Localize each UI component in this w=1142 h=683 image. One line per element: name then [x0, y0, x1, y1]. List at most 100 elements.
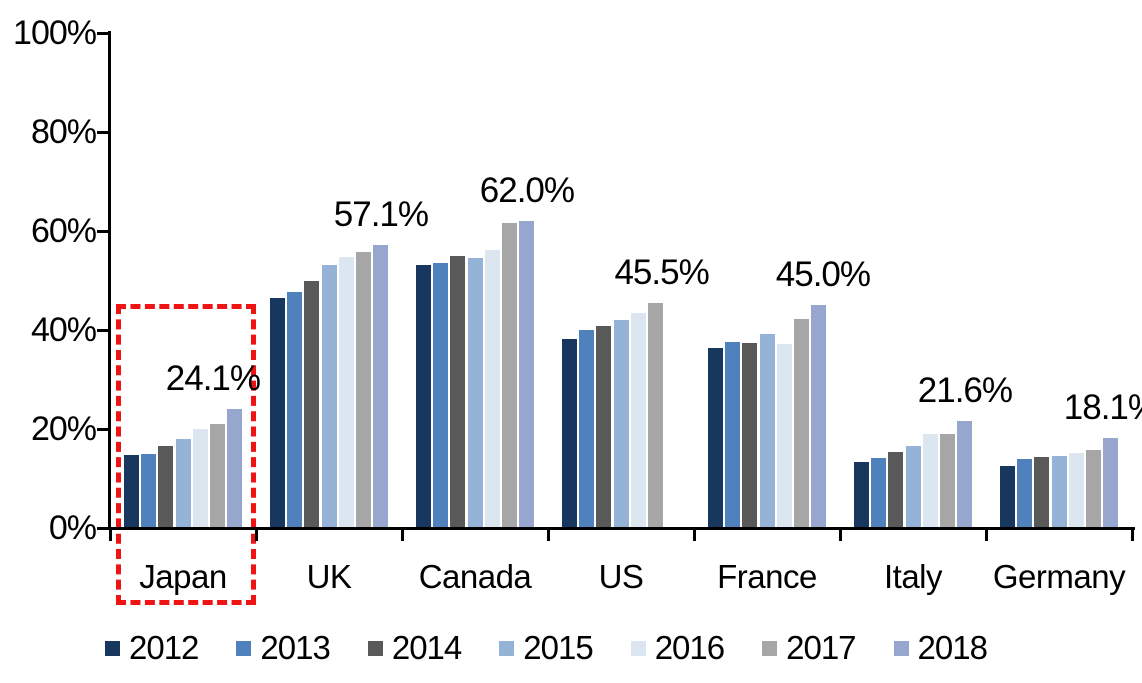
y-axis-line: [108, 31, 111, 530]
bar-2017-france: [794, 318, 810, 528]
y-axis-tick: [97, 229, 110, 233]
bar-2014-germany: [1034, 457, 1050, 528]
bar-2018-germany: [1103, 438, 1119, 528]
legend-item-2018: 2018: [893, 629, 988, 667]
legend-swatch-2016: [630, 640, 646, 656]
y-axis-label: 40%: [30, 311, 97, 349]
y-axis-label: 100%: [13, 14, 97, 52]
bar-2013-us: [578, 329, 594, 528]
bar-2016-germany: [1068, 452, 1084, 528]
bar-2012-us: [561, 338, 577, 528]
bar-2017-italy: [940, 433, 956, 528]
y-axis-tick: [97, 526, 110, 530]
category-label-germany: Germany: [992, 558, 1126, 595]
bar-2012-france: [707, 347, 723, 528]
bar-2013-italy: [870, 458, 886, 528]
bar-2016-japan: [192, 429, 208, 528]
bar-2014-us: [596, 325, 612, 528]
value-label-us: 45.5%: [614, 252, 709, 292]
legend-swatch-2012: [105, 640, 120, 656]
bar-2012-italy: [853, 462, 869, 528]
bar-2018-italy: [957, 421, 973, 528]
bar-2014-japan: [158, 446, 174, 528]
bar-2016-uk: [338, 257, 354, 528]
bar-2018-japan: [227, 408, 243, 528]
category-label-canada: Canada: [418, 558, 532, 595]
bar-2014-france: [742, 342, 758, 528]
value-label-france: 45.0%: [775, 255, 871, 295]
x-axis-tick: [400, 527, 404, 541]
y-axis-tick: [97, 427, 110, 431]
x-axis-tick: [546, 527, 550, 541]
legend-label-2014: 2014: [391, 629, 462, 666]
bar-2014-uk: [304, 280, 320, 528]
bar-2016-us: [630, 312, 646, 528]
value-label-italy: 21.6%: [917, 371, 1013, 411]
legend-label-2018: 2018: [917, 629, 988, 666]
bar-2013-canada: [432, 263, 448, 528]
x-axis-tick: [254, 527, 258, 541]
legend-item-2012: 2012: [105, 629, 199, 667]
bar-2012-japan: [123, 454, 139, 528]
x-axis-tick: [984, 527, 988, 541]
x-axis-tick: [692, 527, 696, 541]
x-axis-tick: [1130, 527, 1134, 541]
bar-2017-canada: [502, 222, 518, 528]
x-axis-tick: [838, 527, 842, 541]
legend-label-2015: 2015: [523, 629, 593, 666]
legend-label-2012: 2012: [129, 629, 199, 666]
legend-item-2016: 2016: [630, 629, 725, 667]
bar-2016-italy: [922, 434, 938, 528]
legend-label-2013: 2013: [260, 629, 330, 666]
bar-2012-germany: [999, 466, 1015, 528]
y-axis-label: 0%: [48, 509, 97, 547]
legend-swatch-2017: [762, 640, 778, 656]
y-axis-label: 20%: [30, 410, 97, 448]
category-label-us: US: [598, 558, 644, 595]
legend-label-2017: 2017: [786, 629, 856, 666]
y-axis-label: 60%: [30, 212, 97, 250]
bar-2014-italy: [888, 452, 904, 528]
bar-2013-germany: [1016, 459, 1032, 528]
legend-item-2013: 2013: [236, 629, 331, 667]
legend-item-2017: 2017: [762, 629, 857, 667]
bar-2017-us: [648, 302, 664, 528]
legend-swatch-2015: [499, 640, 515, 656]
bar-2013-france: [724, 341, 740, 528]
y-axis-tick: [97, 328, 110, 332]
bar-2015-uk: [321, 265, 337, 528]
japan-highlight-box: [116, 304, 256, 605]
value-label-germany: 18.1%: [1063, 388, 1142, 428]
bar-2018-uk: [373, 245, 389, 528]
legend-label-2016: 2016: [654, 629, 725, 666]
legend-item-2015: 2015: [499, 629, 594, 667]
x-axis-line: [108, 527, 1135, 530]
bar-2013-japan: [140, 454, 156, 528]
category-label-italy: Italy: [883, 558, 943, 595]
bar-2015-canada: [467, 257, 483, 528]
bar-2013-uk: [286, 291, 302, 528]
category-label-japan: Japan: [139, 558, 227, 595]
bar-2016-canada: [484, 249, 500, 528]
value-label-japan: 24.1%: [165, 358, 261, 398]
y-axis-tick: [97, 130, 110, 134]
y-axis-label: 80%: [30, 113, 97, 151]
bar-2012-canada: [415, 265, 431, 528]
bar-2012-uk: [269, 298, 285, 528]
bar-2015-germany: [1051, 455, 1067, 528]
y-axis-tick: [97, 31, 110, 35]
bar-2015-us: [613, 319, 629, 528]
bar-2015-japan: [175, 438, 191, 528]
value-label-canada: 62.0%: [479, 171, 575, 211]
bar-2014-canada: [450, 256, 466, 528]
bar-2017-germany: [1086, 450, 1102, 528]
legend: 2012 2013 2014 2015 2016 2017 2018: [105, 629, 988, 667]
category-label-france: France: [717, 558, 817, 595]
bar-2015-italy: [905, 445, 921, 528]
bar-2016-france: [776, 343, 792, 528]
bar-2018-france: [811, 305, 827, 528]
bar-2015-france: [759, 334, 775, 528]
legend-item-2014: 2014: [367, 629, 462, 667]
legend-swatch-2018: [893, 640, 909, 656]
